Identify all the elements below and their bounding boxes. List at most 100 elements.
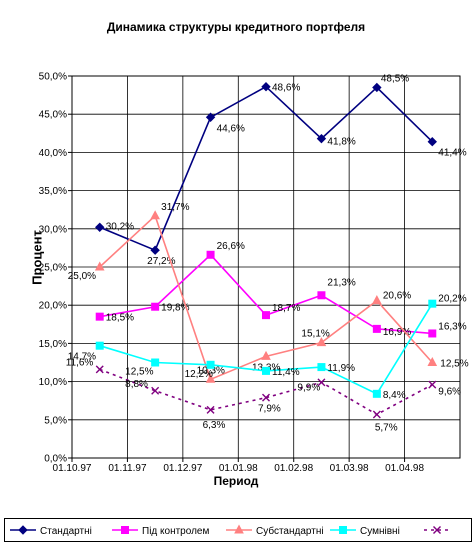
data-label: 41,4% [438,148,466,159]
data-label: 18,5% [106,313,134,324]
data-point-3-5 [372,389,381,398]
data-label: 12,5% [440,359,468,370]
data-label: 5,7% [375,422,398,433]
data-point-4-2-stroke [206,405,215,414]
y-tick-label: 10,0% [39,377,67,388]
data-point-3-6 [428,299,437,308]
y-tick-label: 50,0% [39,72,67,83]
data-label: 20,2% [438,294,466,305]
data-label: 8,8% [125,379,148,390]
x-tick-label: 01.02.98 [274,463,313,474]
x-tick-label: 01.01.98 [219,463,258,474]
data-label: 41,8% [327,137,355,148]
data-point-4-6-stroke [428,380,437,389]
legend-label: Субстандартні [256,525,324,537]
y-tick-label: 15,0% [39,339,67,350]
data-point-4-5 [372,410,381,419]
legend-marker [18,525,28,535]
data-point-1-5 [372,324,381,333]
data-label: 21,3% [327,277,355,288]
data-label: 11,4% [272,367,300,378]
data-point-0-6 [427,136,437,147]
data-label: 9,6% [438,387,461,398]
data-label: 19,8% [161,303,189,314]
data-label: 7,9% [258,404,281,415]
data-point-4-3 [262,393,270,402]
legend-marker-stroke [433,526,441,534]
data-point-4-1-stroke [151,386,160,395]
data-label: 12,2% [185,369,213,380]
y-tick-label: 25,0% [39,263,67,274]
y-tick-label: 20,0% [39,301,67,312]
data-point-3-4 [317,363,326,372]
data-point-3-3 [262,366,270,375]
legend-label: Сумнівні [360,526,400,537]
data-label: 8,4% [383,390,406,401]
data-label: 48,6% [272,83,300,94]
y-tick-label: 45,0% [39,110,67,121]
x-axis-label: Период [213,474,259,488]
data-label: 12,5% [125,367,153,378]
x-tick-label: 01.03.98 [330,463,369,474]
x-tick-label: 01.12.97 [163,463,202,474]
data-point-0-3 [261,81,271,92]
x-tick-label: 01.04.98 [385,463,424,474]
data-label: 20,6% [383,291,411,302]
data-label: 25,0% [68,271,96,282]
legend-marker [433,526,441,534]
data-point-4-2 [206,405,215,414]
data-label: 10,3% [197,365,225,376]
data-point-2-3 [261,350,271,360]
y-tick-label: 40,0% [39,148,67,159]
data-point-1-0 [95,312,104,321]
data-label: 44,6% [217,123,245,134]
data-point-4-3-stroke [262,393,270,402]
data-label: 18,7% [272,303,300,314]
data-point-4-6 [428,380,437,389]
data-point-1-3 [262,311,270,320]
data-point-1-6 [428,329,437,338]
y-tick-label: 5,0% [44,415,67,426]
data-label: 16,3% [438,321,466,332]
data-label: 27,2% [147,256,175,267]
data-point-2-0 [94,261,105,271]
data-label: 30,2% [106,221,134,232]
legend-marker [234,524,244,534]
data-point-2-6 [427,356,438,366]
legend-marker [339,526,347,534]
data-label: 48,5% [381,73,409,84]
data-label: 31,7% [161,202,189,213]
legend-label: Під контролем [142,526,209,537]
data-point-3-2 [206,360,215,369]
data-point-0-0 [95,222,105,232]
data-label: 16,9% [383,327,411,338]
y-tick-label: 30,0% [39,224,67,235]
data-point-3-0 [95,341,104,350]
data-point-2-2 [205,373,216,383]
data-point-1-1 [151,302,160,311]
y-tick-label: 0,0% [44,454,67,465]
data-point-2-1 [150,210,160,220]
data-label: 11,6% [66,357,94,368]
data-point-4-4-stroke [317,378,326,387]
data-label: 15,1% [301,329,329,340]
data-point-0-5 [372,82,382,93]
data-point-0-4 [316,133,327,144]
data-label: 14,7% [68,352,96,363]
data-point-4-4 [317,378,326,387]
data-point-0-2 [205,112,216,122]
data-label: 11,9% [327,363,355,374]
data-point-4-5-stroke [372,410,381,419]
x-tick-label: 01.11.97 [108,463,147,474]
x-tick-label: 01.10.97 [53,463,92,474]
legend-marker [121,526,129,534]
data-point-4-0 [95,365,104,374]
data-point-3-1 [151,358,160,367]
legend-label: Стандартні [40,526,92,537]
data-label: 9,9% [297,382,320,393]
data-point-1-4 [317,291,326,300]
data-label: 26,6% [217,241,245,252]
data-point-2-4 [316,337,327,347]
data-point-4-0-stroke [95,365,104,374]
